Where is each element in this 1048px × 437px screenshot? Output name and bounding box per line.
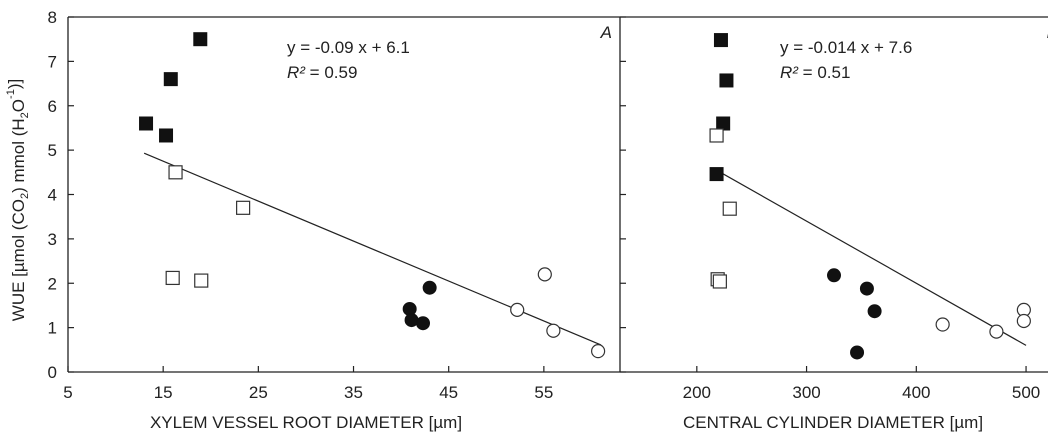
regression-line — [144, 153, 601, 345]
r-squared-label: R² = 0.59 — [287, 63, 357, 82]
x-tick-label: 200 — [683, 383, 711, 402]
x-axis-label: CENTRAL CYLINDER DIAMETER [µm] — [683, 413, 983, 432]
data-point-filled-circle — [423, 281, 436, 294]
y-tick-label: 7 — [48, 52, 57, 71]
y-tick-label: 5 — [48, 141, 57, 160]
data-point-filled-square — [160, 129, 173, 142]
x-tick-label: 300 — [792, 383, 820, 402]
data-point-filled-circle — [405, 314, 418, 327]
data-point-open-square — [713, 275, 726, 288]
x-tick-label: 35 — [344, 383, 363, 402]
data-point-filled-square — [714, 34, 727, 47]
panel-b: 200 300 400 500 CENTRAL CYLINDER DIAMETER [µ… — [620, 17, 1048, 432]
regression-equation: y = -0.014 x + 7.6 — [780, 38, 912, 57]
x-tick-label: 500 — [1012, 383, 1040, 402]
y-axis-title: WUE [µmol (CO2) mmol (H2O-1)] — [5, 79, 31, 321]
y-axis-label: WUE [µmol (CO2) mmol (H2O-1)] — [5, 79, 31, 321]
data-point-open-circle — [592, 345, 605, 358]
data-point-open-square — [237, 201, 250, 214]
y-tick-label: 3 — [48, 230, 57, 249]
data-point-open-circle — [936, 318, 949, 331]
y-tick-label: 0 — [48, 363, 57, 382]
x-tick-label: 55 — [534, 383, 553, 402]
data-point-filled-square — [164, 73, 177, 86]
y-tick-label: 4 — [48, 186, 57, 205]
data-point-open-square — [710, 129, 723, 142]
y-tick-label: 2 — [48, 274, 57, 293]
data-point-filled-square — [720, 74, 733, 87]
x-tick-label: 25 — [249, 383, 268, 402]
panel-label: A — [600, 23, 612, 42]
y-tick-label: 8 — [48, 8, 57, 27]
x-axis-label: XYLEM VESSEL ROOT DIAMETER [µm] — [150, 413, 462, 432]
data-point-open-square — [723, 202, 736, 215]
data-point-open-circle — [538, 268, 551, 281]
data-point-filled-square — [140, 117, 153, 130]
data-point-filled-circle — [828, 269, 841, 282]
data-point-filled-circle — [860, 282, 873, 295]
data-point-filled-circle — [851, 346, 864, 359]
data-point-filled-circle — [416, 317, 429, 330]
y-tick-label: 1 — [48, 319, 57, 338]
regression-line — [713, 168, 1026, 345]
data-point-filled-circle — [868, 305, 881, 318]
r-squared-label: R² = 0.51 — [780, 63, 850, 82]
x-tick-label: 400 — [902, 383, 930, 402]
data-point-open-circle — [1017, 314, 1030, 327]
data-point-filled-square — [194, 33, 207, 46]
x-tick-label: 15 — [154, 383, 173, 402]
data-point-open-square — [195, 274, 208, 287]
data-point-open-circle — [990, 325, 1003, 338]
data-point-open-circle — [547, 324, 560, 337]
data-point-filled-square — [717, 117, 730, 130]
data-point-open-square — [166, 271, 179, 284]
y-tick-label: 6 — [48, 97, 57, 116]
data-point-filled-square — [710, 168, 723, 181]
regression-equation: y = -0.09 x + 6.1 — [287, 38, 410, 57]
data-point-open-circle — [511, 303, 524, 316]
data-point-open-square — [169, 166, 182, 179]
x-tick-label: 5 — [63, 383, 72, 402]
x-tick-label: 45 — [439, 383, 458, 402]
